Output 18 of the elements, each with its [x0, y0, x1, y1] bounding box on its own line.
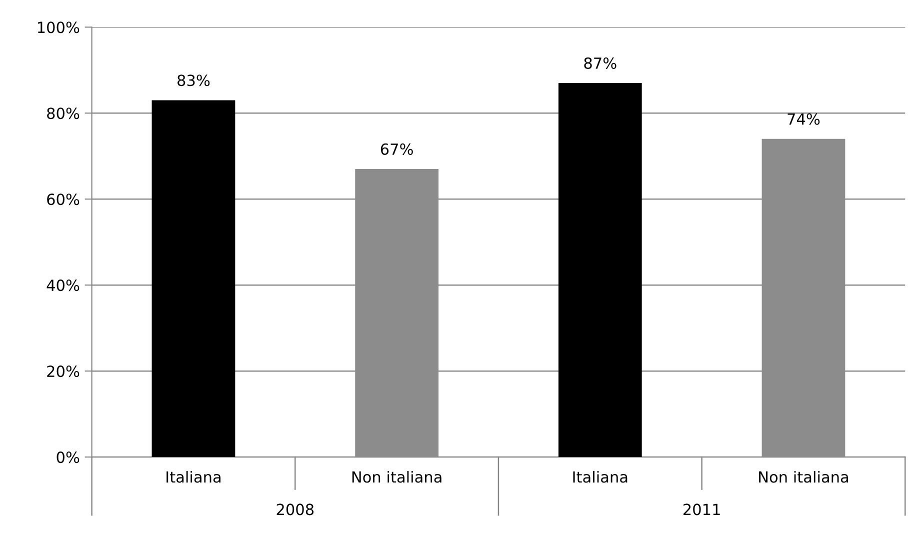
data-label: 74% — [788, 113, 820, 125]
data-label: 67% — [380, 143, 413, 155]
data-label: 87% — [584, 57, 616, 69]
bar — [152, 100, 236, 458]
text: 2011 — [683, 504, 720, 516]
x-tick-label: Non italiana — [759, 470, 848, 483]
y-tick-label: 60% — [47, 194, 80, 206]
data-label: 83% — [178, 74, 210, 86]
x-tick-label: Italiana — [573, 470, 628, 483]
y-tick-label: 20% — [47, 366, 80, 378]
y-tick-label: 100% — [38, 22, 80, 34]
y-tick-label: 0% — [56, 452, 80, 464]
y-tick-label: 40% — [46, 280, 80, 292]
text: 2008 — [276, 504, 314, 516]
x-tick-label: Italiana — [166, 470, 220, 483]
y-tick-label: 80% — [47, 108, 80, 120]
bar — [558, 83, 642, 458]
x-tick-label: Non italiana — [352, 470, 442, 483]
